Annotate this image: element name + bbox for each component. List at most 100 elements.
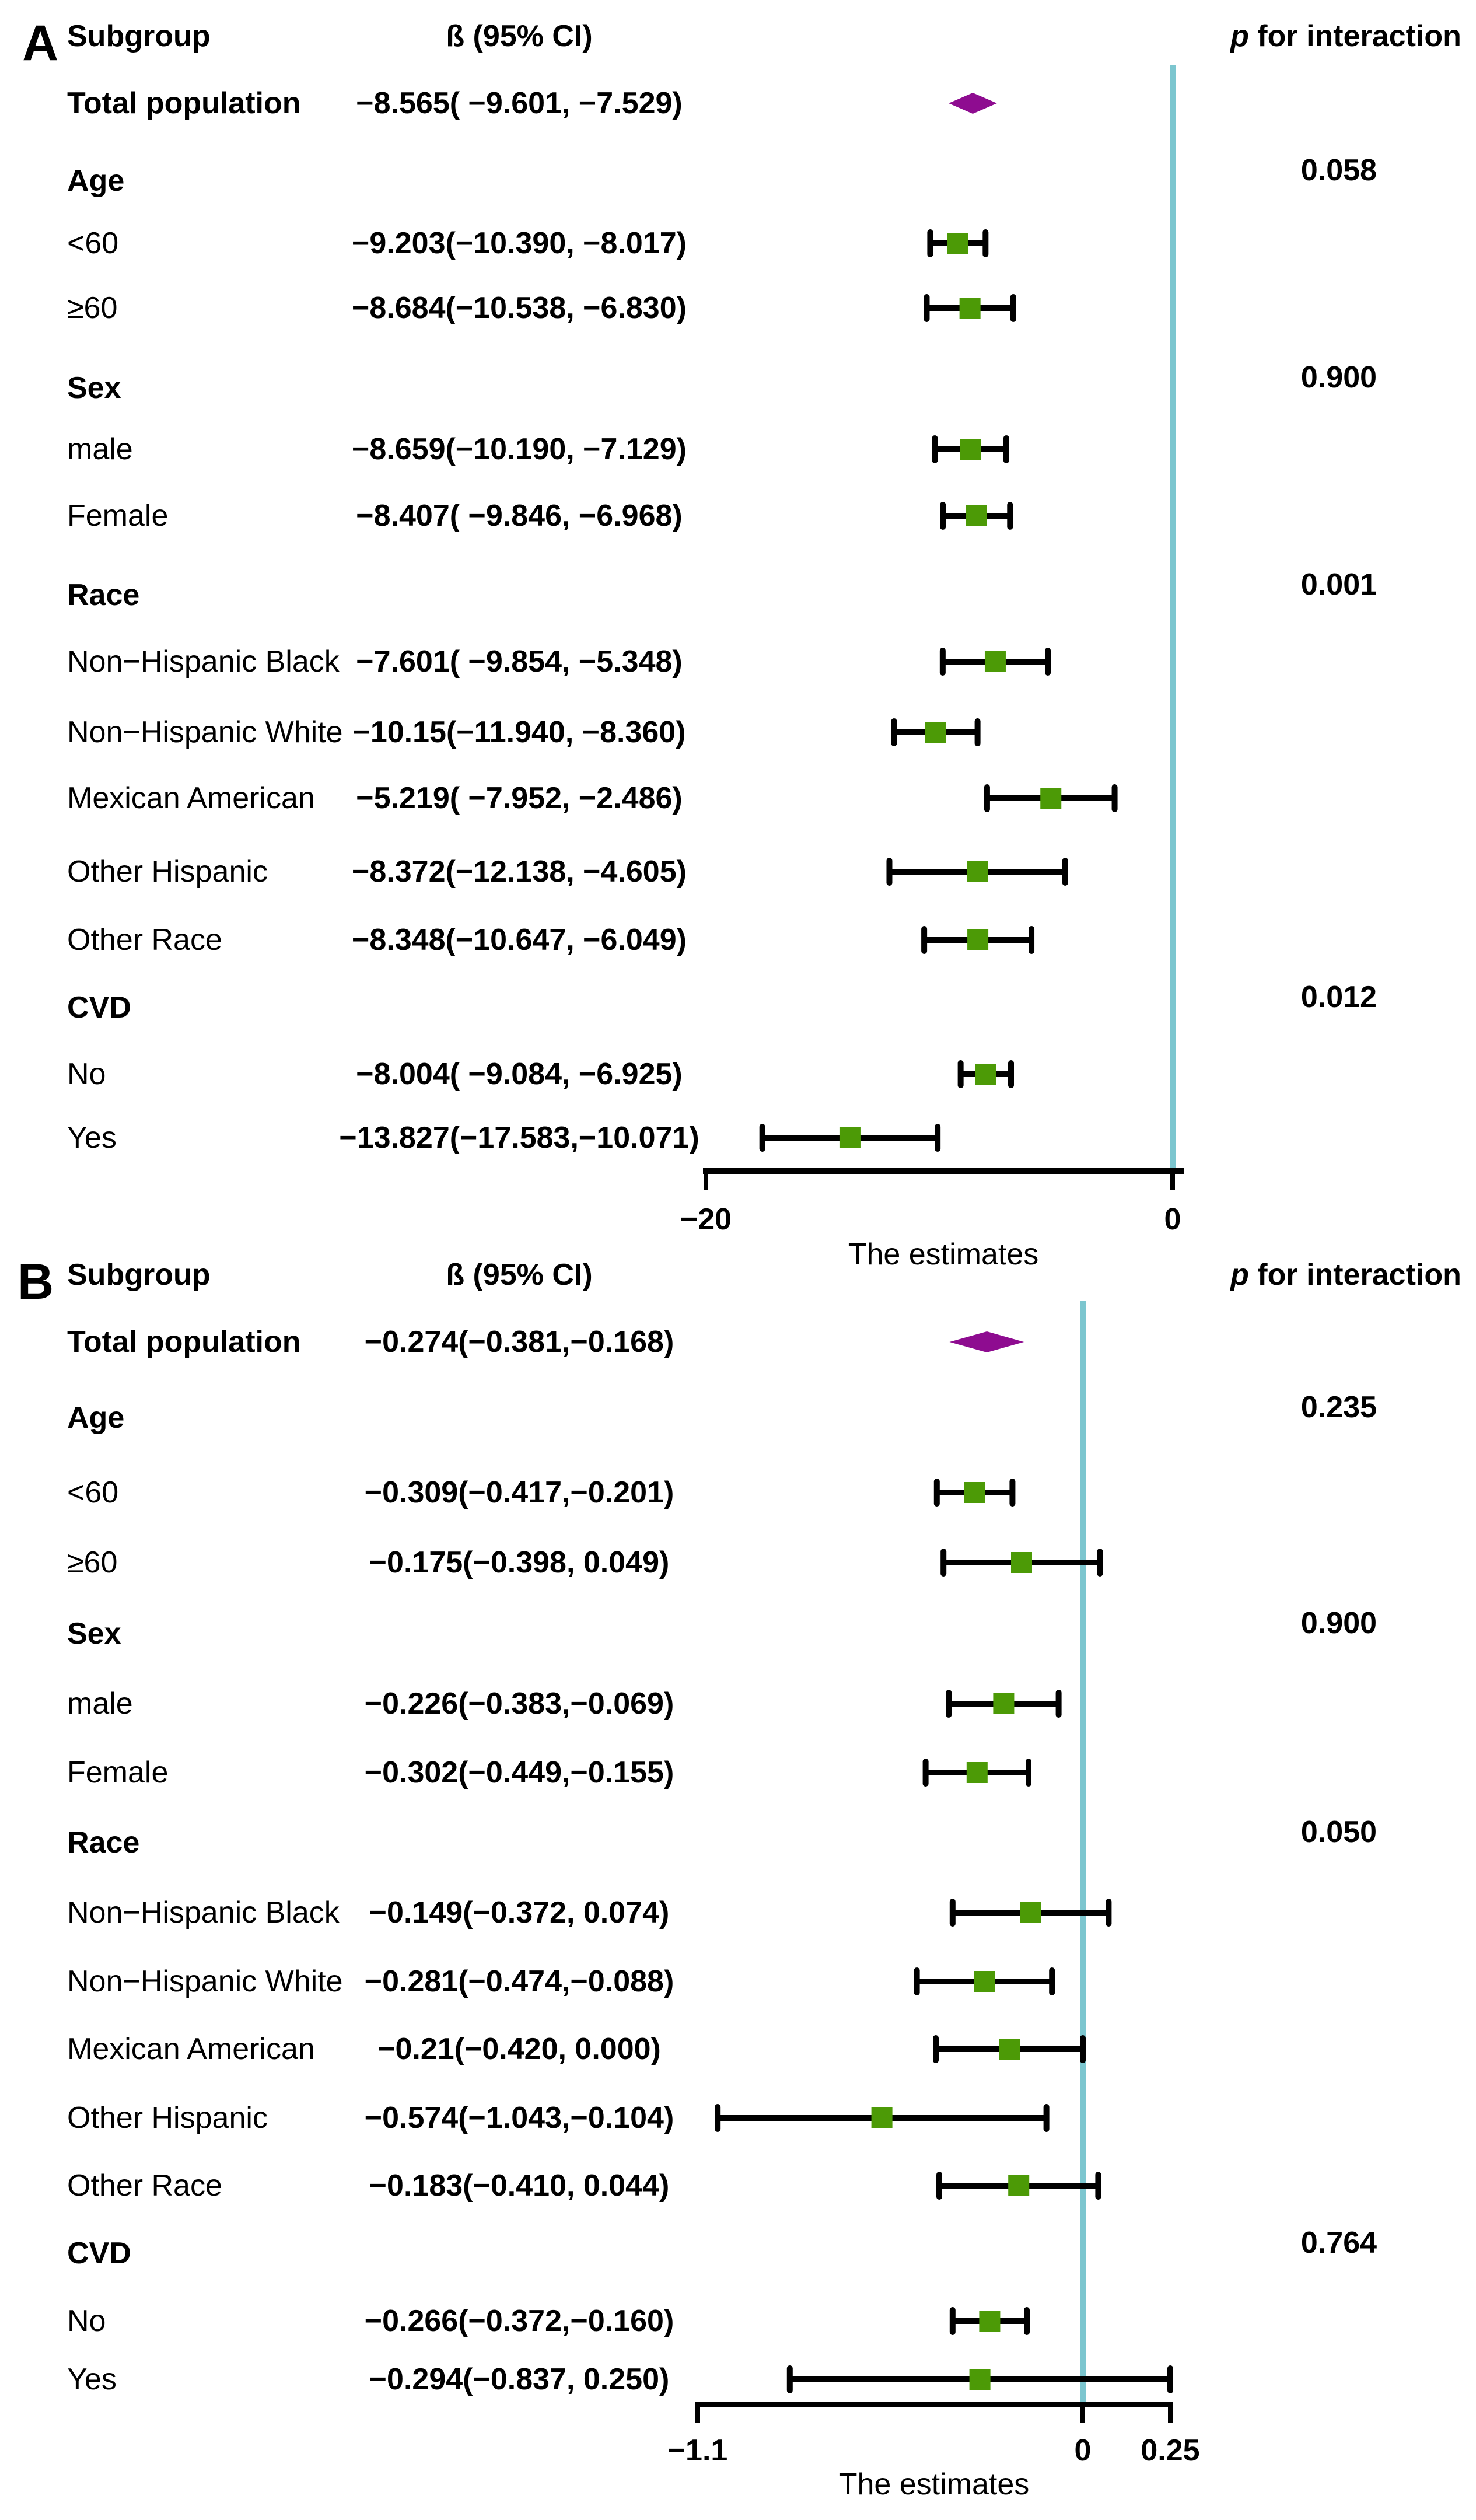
panel-b-row-label: Yes	[67, 2362, 117, 2396]
panel-a-p-value: 0.012	[1301, 980, 1377, 1014]
panel-b-x-tick-label: −1.1	[668, 2434, 728, 2467]
panel-a-col-header-p-interaction: p for interaction	[1229, 19, 1461, 53]
panel-b-x-axis-title: The estimates	[839, 2467, 1030, 2501]
panel-a-section-label: Sex	[67, 371, 121, 405]
panel-b-point-marker	[979, 2311, 1001, 2332]
panel-b-section-label: Sex	[67, 1617, 121, 1651]
panel-b-point-marker	[993, 1693, 1015, 1714]
panel-b-point-marker	[871, 2107, 893, 2128]
panel-a-row-label: male	[67, 432, 133, 466]
panel-a-point-marker	[966, 505, 987, 526]
panel-a-p-value: 0.900	[1301, 361, 1377, 394]
panel-b-section-label: Race	[67, 1826, 139, 1860]
panel-a-point-marker	[984, 651, 1006, 672]
panel-b-ci-text: −0.294(−0.837, 0.250)	[369, 2362, 670, 2396]
panel-a-letter: A	[22, 15, 58, 71]
panel-b-ci-text: −0.281(−0.474,−0.088)	[365, 1965, 674, 1998]
panel-b-row-label: No	[67, 2304, 106, 2338]
panel-b-p-value: 0.900	[1301, 1606, 1377, 1640]
panel-a-point-marker	[959, 298, 981, 319]
panel-b-point-marker	[1011, 1552, 1032, 1573]
panel-a-ci-text: −8.659(−10.190, −7.129)	[352, 432, 687, 466]
panel-b-p-value: 0.050	[1301, 1815, 1377, 1849]
panel-a-point-marker	[960, 439, 981, 460]
panel-b-ci-text: −0.309(−0.417,−0.201)	[365, 1476, 674, 1509]
panel-a-row-label: Other Hispanic	[67, 855, 268, 889]
panel-b-x-tick-label: 0	[1075, 2434, 1092, 2467]
panel-b-ci-text: −0.574(−1.043,−0.104)	[365, 2101, 674, 2135]
panel-b-section-label: CVD	[67, 2236, 131, 2270]
panel-a-point-marker	[839, 1127, 861, 1148]
panel-b-summary-diamond	[949, 1331, 1024, 1352]
panel-b-ci-text: −0.274(−0.381,−0.168)	[365, 1325, 674, 1359]
panel-a-row-label: Female	[67, 499, 168, 533]
panel-b-row-label: ≥60	[67, 1546, 117, 1579]
panel-a-ci-text: −8.372(−12.138, −4.605)	[352, 855, 687, 889]
panel-b-ci-text: −0.266(−0.372,−0.160)	[365, 2304, 674, 2338]
panel-a-ci-text: −8.407( −9.846, −6.968)	[356, 499, 682, 533]
panel-b-row-label: <60	[67, 1476, 118, 1509]
panel-a-ci-text: −5.219( −7.952, −2.486)	[356, 781, 682, 815]
panel-b-x-tick-label: 0.25	[1141, 2434, 1199, 2467]
panel-a-ci-text: −7.601( −9.854, −5.348)	[356, 645, 682, 679]
panel-b-point-marker	[966, 1762, 988, 1783]
panel-a-row-label: ≥60	[67, 291, 117, 325]
panel-a-point-marker	[975, 1064, 996, 1085]
panel-b-row-label: male	[67, 1687, 133, 1721]
panel-a-ci-text: −8.565( −9.601, −7.529)	[356, 86, 682, 120]
panel-b-ci-text: −0.21(−0.420, 0.000)	[377, 2032, 661, 2066]
panel-a-ci-text: −9.203(−10.390, −8.017)	[352, 226, 687, 260]
panel-b-row-label: Female	[67, 1756, 168, 1789]
panel-a-ci-text: −8.684(−10.538, −6.830)	[352, 291, 687, 325]
panel-a-ci-text: −10.15(−11.940, −8.360)	[352, 715, 685, 749]
panel-a-col-header-beta-ci: ß (95% CI)	[446, 19, 592, 53]
panel-b-row-label: Non−Hispanic White	[67, 1965, 343, 1998]
panel-b-row-label: Non−Hispanic Black	[67, 1896, 340, 1930]
panel-a-section-label: CVD	[67, 991, 131, 1025]
panel-a-point-marker	[947, 233, 968, 254]
panel-a-row-label: Total population	[67, 86, 301, 120]
panel-a-row-label: Non−Hispanic White	[67, 715, 343, 749]
panel-a-x-axis-title: The estimates	[848, 1238, 1039, 1271]
panel-a-summary-diamond	[948, 93, 997, 114]
panel-b-col-header-subgroup: Subgroup	[67, 1258, 211, 1292]
panel-b-point-marker	[969, 2369, 991, 2390]
panel-a-row-label: Other Race	[67, 923, 222, 957]
panel-a-row-label: <60	[67, 226, 118, 260]
panel-a-ci-text: −8.348(−10.647, −6.049)	[352, 923, 687, 957]
panel-a-p-value: 0.001	[1301, 568, 1377, 602]
panel-a-row-label: Yes	[67, 1121, 117, 1155]
panel-b-p-value: 0.764	[1301, 2226, 1377, 2260]
panel-b-ci-text: −0.302(−0.449,−0.155)	[365, 1756, 674, 1789]
panel-b-row-label: Total population	[67, 1325, 301, 1359]
panel-a-section-label: Age	[67, 164, 124, 198]
panel-b-col-header-beta-ci: ß (95% CI)	[446, 1258, 592, 1292]
panel-b-row-label: Mexican American	[67, 2032, 315, 2066]
panel-a-point-marker	[1040, 788, 1062, 809]
panel-a-x-tick-label: −20	[680, 1203, 732, 1236]
panel-b-point-marker	[999, 2039, 1020, 2060]
panel-b-ci-text: −0.149(−0.372, 0.074)	[369, 1896, 670, 1930]
panel-b-point-marker	[1008, 2175, 1030, 2196]
panel-a-p-value: 0.058	[1301, 153, 1377, 187]
panel-b-point-marker	[964, 1482, 985, 1503]
panel-b-letter: B	[18, 1254, 54, 1310]
panel-a-point-marker	[967, 861, 988, 882]
panel-a-point-marker	[967, 929, 989, 950]
panel-a-point-marker	[925, 722, 946, 743]
panel-a-row-label: Non−Hispanic Black	[67, 645, 340, 679]
panel-b-ci-text: −0.226(−0.383,−0.069)	[365, 1687, 674, 1721]
panel-a-x-tick-label: 0	[1164, 1203, 1181, 1236]
panel-a-col-header-subgroup: Subgroup	[67, 19, 211, 53]
panel-a-row-label: Mexican American	[67, 781, 315, 815]
panel-b-ci-text: −0.175(−0.398, 0.049)	[369, 1546, 670, 1579]
panel-b-row-label: Other Race	[67, 2169, 222, 2203]
panel-a-section-label: Race	[67, 578, 139, 612]
panel-b-ci-text: −0.183(−0.410, 0.044)	[369, 2169, 670, 2203]
panel-b-point-marker	[974, 1971, 995, 1992]
panel-a-row-label: No	[67, 1057, 106, 1091]
panel-a-ci-text: −8.004( −9.084, −6.925)	[356, 1057, 682, 1091]
panel-b-col-header-p-interaction: p for interaction	[1229, 1258, 1461, 1292]
